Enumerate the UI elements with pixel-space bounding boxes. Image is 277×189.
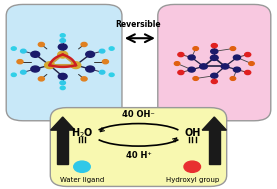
Circle shape xyxy=(211,73,218,78)
Circle shape xyxy=(11,73,16,77)
Circle shape xyxy=(230,77,236,80)
Text: Water ligand: Water ligand xyxy=(60,177,104,183)
Circle shape xyxy=(81,42,87,46)
Circle shape xyxy=(245,70,251,75)
Circle shape xyxy=(109,47,114,50)
Circle shape xyxy=(211,43,217,48)
Circle shape xyxy=(74,161,90,172)
Circle shape xyxy=(17,60,23,64)
Text: Hydroxyl group: Hydroxyl group xyxy=(166,177,219,183)
Circle shape xyxy=(178,70,184,75)
Circle shape xyxy=(200,64,207,69)
Circle shape xyxy=(58,73,67,79)
Circle shape xyxy=(234,67,240,72)
FancyBboxPatch shape xyxy=(6,5,122,121)
Circle shape xyxy=(81,77,87,81)
Circle shape xyxy=(188,67,195,72)
Circle shape xyxy=(178,53,184,57)
FancyBboxPatch shape xyxy=(50,108,227,186)
Circle shape xyxy=(86,66,94,72)
Circle shape xyxy=(193,47,198,50)
Text: 40 H⁺: 40 H⁺ xyxy=(126,151,151,160)
Circle shape xyxy=(102,60,109,64)
Text: OH: OH xyxy=(184,128,201,138)
Circle shape xyxy=(58,44,67,50)
Circle shape xyxy=(11,47,16,50)
Circle shape xyxy=(211,79,217,84)
Circle shape xyxy=(38,42,44,46)
Circle shape xyxy=(31,51,40,57)
Circle shape xyxy=(230,47,236,50)
Circle shape xyxy=(99,70,105,74)
Circle shape xyxy=(193,77,198,80)
Circle shape xyxy=(221,64,229,69)
Text: 40 OH⁻: 40 OH⁻ xyxy=(122,110,155,119)
Polygon shape xyxy=(209,130,220,164)
Circle shape xyxy=(38,77,44,81)
Circle shape xyxy=(71,62,81,69)
Polygon shape xyxy=(51,117,75,130)
Circle shape xyxy=(99,49,105,53)
Circle shape xyxy=(249,62,254,65)
Circle shape xyxy=(211,55,218,60)
Circle shape xyxy=(184,161,201,172)
Circle shape xyxy=(31,66,40,72)
Text: Reversible: Reversible xyxy=(116,20,161,29)
Circle shape xyxy=(58,51,68,58)
FancyBboxPatch shape xyxy=(158,5,271,121)
Circle shape xyxy=(86,51,94,57)
Circle shape xyxy=(188,55,195,60)
Polygon shape xyxy=(57,130,68,164)
Circle shape xyxy=(20,49,26,53)
Text: H$_2$O: H$_2$O xyxy=(71,126,93,140)
Circle shape xyxy=(45,62,55,69)
Circle shape xyxy=(234,55,240,60)
Circle shape xyxy=(60,86,65,90)
Circle shape xyxy=(60,34,65,37)
Circle shape xyxy=(60,81,65,85)
Circle shape xyxy=(109,73,114,77)
Circle shape xyxy=(60,39,65,42)
Circle shape xyxy=(211,49,218,54)
Circle shape xyxy=(174,62,180,65)
Circle shape xyxy=(20,70,26,74)
Polygon shape xyxy=(202,117,226,130)
Circle shape xyxy=(245,53,251,57)
